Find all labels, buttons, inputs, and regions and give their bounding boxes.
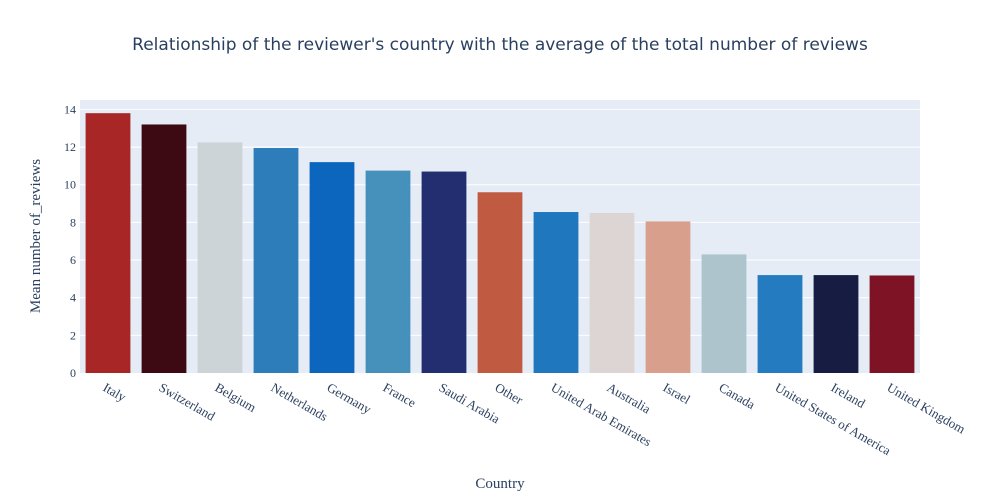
bar	[813, 275, 859, 373]
chart-title: Relationship of the reviewer's country w…	[132, 35, 868, 55]
x-tick-label: Saudi Arabia	[437, 380, 503, 427]
y-tick-label: 0	[70, 366, 76, 380]
x-tick-label: Italy	[101, 380, 130, 405]
y-tick-label: 2	[70, 328, 76, 342]
bar	[869, 275, 915, 373]
x-tick-label: Canada	[717, 380, 758, 413]
x-tick-label: Belgium	[213, 380, 259, 415]
bar	[141, 124, 187, 373]
y-tick-label: 8	[70, 215, 76, 229]
bar	[309, 162, 355, 373]
x-tick-label: Ireland	[829, 380, 869, 412]
x-tick-label: Germany	[325, 380, 375, 417]
bar	[757, 275, 803, 373]
x-tick-label: Israel	[661, 380, 694, 408]
x-tick-label: Other	[493, 380, 527, 408]
bar	[701, 254, 747, 373]
bars	[85, 113, 915, 373]
bar	[645, 221, 691, 373]
y-tick-label: 12	[64, 140, 76, 154]
bar	[421, 171, 467, 373]
bar	[365, 170, 411, 373]
x-tick-label: France	[381, 380, 419, 411]
x-tick-label: Switzerland	[157, 380, 219, 424]
bar	[477, 192, 523, 373]
y-tick-label: 10	[64, 178, 76, 192]
y-tick-label: 6	[70, 253, 76, 267]
bar	[85, 113, 131, 373]
y-axis-title: Mean number of_reviews	[28, 159, 44, 313]
bar	[589, 212, 635, 373]
x-axis-title: Country	[475, 476, 525, 492]
bar	[533, 212, 579, 373]
x-tick-label: United Arab Emirates	[549, 380, 655, 450]
y-tick-labels: 0 2 4 6 8 10 12 14	[64, 102, 76, 380]
bar	[253, 148, 299, 373]
bar	[197, 142, 243, 373]
x-tick-label: Netherlands	[269, 380, 331, 424]
x-tick-label: United Kingdom	[885, 380, 968, 437]
y-tick-label: 4	[70, 291, 76, 305]
y-tick-label: 14	[64, 102, 76, 116]
